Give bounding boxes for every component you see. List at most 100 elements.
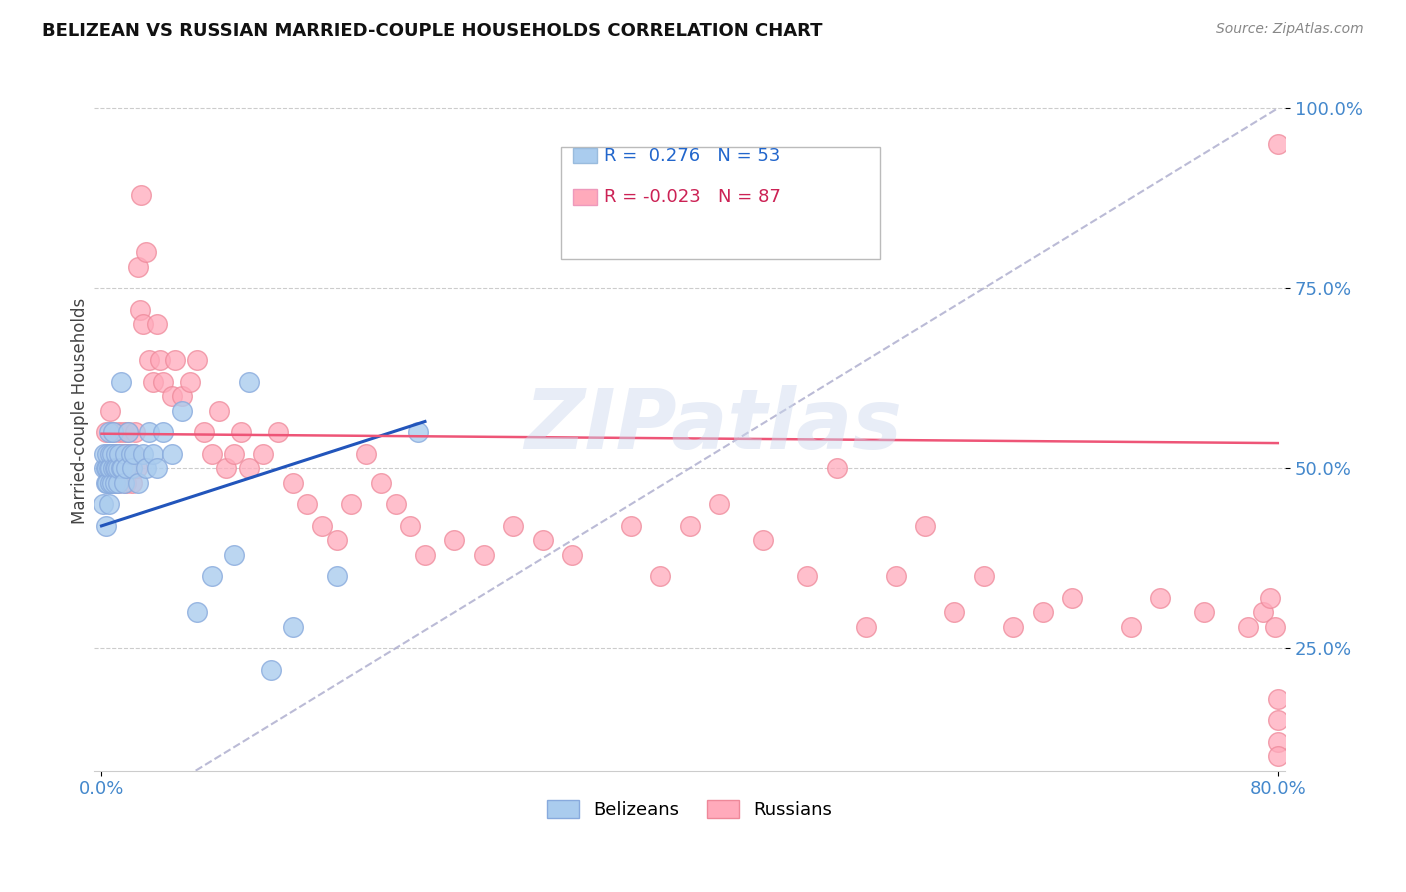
Point — [1251, 605, 1274, 619]
Point — [117, 425, 139, 440]
Point — [855, 620, 877, 634]
Point — [193, 425, 215, 440]
Legend: Belizeans, Russians: Belizeans, Russians — [540, 793, 839, 827]
Point — [370, 475, 392, 490]
Point — [129, 187, 152, 202]
Point — [138, 353, 160, 368]
Text: ZIPatlas: ZIPatlas — [524, 384, 903, 466]
Point — [1267, 137, 1289, 152]
Point — [163, 353, 186, 368]
Point — [112, 475, 135, 490]
Point — [94, 519, 117, 533]
Point — [311, 519, 333, 533]
Point — [108, 425, 131, 440]
Point — [1060, 591, 1083, 605]
Point — [1237, 620, 1260, 634]
Point — [100, 475, 122, 490]
Point — [160, 447, 183, 461]
Point — [120, 461, 142, 475]
Y-axis label: Married-couple Households: Married-couple Households — [72, 298, 89, 524]
Point — [179, 375, 201, 389]
Point — [112, 425, 135, 440]
Point — [146, 318, 169, 332]
Point — [110, 461, 132, 475]
Point — [973, 569, 995, 583]
Point — [96, 475, 118, 490]
Point — [122, 447, 145, 461]
Point — [679, 519, 702, 533]
Point — [281, 475, 304, 490]
Point — [98, 447, 121, 461]
Point — [104, 475, 127, 490]
Point — [105, 461, 128, 475]
Point — [93, 447, 115, 461]
Point — [120, 447, 142, 461]
Point — [215, 461, 238, 475]
Point — [825, 461, 848, 475]
Point — [231, 425, 253, 440]
Point — [121, 461, 143, 475]
Point — [107, 475, 129, 490]
Point — [238, 375, 260, 389]
Point — [201, 447, 224, 461]
Point — [172, 389, 194, 403]
Point — [117, 425, 139, 440]
Point — [98, 475, 121, 490]
Point — [1267, 714, 1289, 728]
Point — [121, 475, 143, 490]
Point — [149, 353, 172, 368]
Point — [107, 475, 129, 490]
Point — [96, 461, 118, 475]
Point — [399, 519, 422, 533]
Point — [108, 447, 131, 461]
Point — [502, 519, 524, 533]
Point — [104, 447, 127, 461]
Point — [160, 389, 183, 403]
Point — [297, 497, 319, 511]
Point — [620, 519, 643, 533]
Point — [122, 447, 145, 461]
Point — [94, 461, 117, 475]
Point — [93, 461, 115, 475]
Point — [105, 461, 128, 475]
Text: BELIZEAN VS RUSSIAN MARRIED-COUPLE HOUSEHOLDS CORRELATION CHART: BELIZEAN VS RUSSIAN MARRIED-COUPLE HOUSE… — [42, 22, 823, 40]
Point — [186, 353, 208, 368]
Point — [1264, 620, 1286, 634]
Point — [131, 447, 153, 461]
Point — [91, 497, 114, 511]
Point — [103, 461, 125, 475]
Point — [104, 461, 127, 475]
Point — [142, 375, 165, 389]
Point — [201, 569, 224, 583]
Point — [326, 533, 349, 548]
Point — [127, 475, 149, 490]
Point — [707, 497, 730, 511]
Point — [131, 318, 153, 332]
Point — [472, 548, 495, 562]
Point — [94, 425, 117, 440]
Point — [259, 663, 281, 677]
Text: Source: ZipAtlas.com: Source: ZipAtlas.com — [1216, 22, 1364, 37]
Text: R = -0.023   N = 87: R = -0.023 N = 87 — [605, 188, 780, 206]
Point — [281, 620, 304, 634]
Point — [384, 497, 406, 511]
Point — [208, 403, 231, 417]
Point — [1149, 591, 1171, 605]
Point — [96, 447, 118, 461]
Point — [222, 447, 245, 461]
Point — [97, 425, 120, 440]
Point — [443, 533, 465, 548]
Point — [222, 548, 245, 562]
Point — [943, 605, 966, 619]
Point — [115, 461, 138, 475]
Point — [111, 447, 134, 461]
Point — [1267, 691, 1289, 706]
Point — [326, 569, 349, 583]
Point — [108, 447, 131, 461]
Point — [1194, 605, 1216, 619]
Point — [1260, 591, 1282, 605]
Point — [135, 461, 157, 475]
Point — [107, 461, 129, 475]
Point — [340, 497, 363, 511]
Point — [135, 245, 157, 260]
